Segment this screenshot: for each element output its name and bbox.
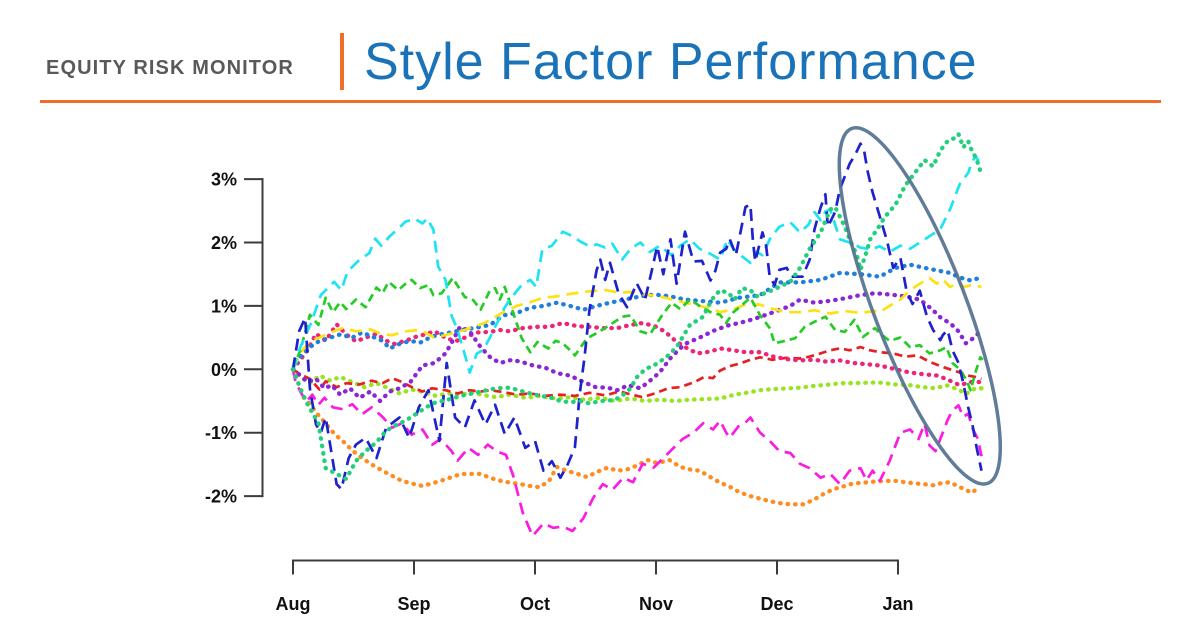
- report-kicker: EQUITY RISK MONITOR: [46, 57, 294, 79]
- series-line-spring-green-dotted: [290, 131, 984, 482]
- x-axis-tick-label: Sep: [397, 594, 430, 614]
- series-line-magenta-dashed: [291, 369, 983, 538]
- series-line-pink-dotted: [290, 320, 984, 388]
- series-line-yellow-green-dotted: [290, 367, 984, 404]
- page-title: Style Factor Performance: [364, 33, 978, 91]
- x-axis-tick-label: Oct: [520, 594, 550, 614]
- y-axis-tick-label: -2%: [205, 487, 237, 507]
- x-axis-tick-label: Jan: [882, 594, 913, 614]
- series-line-dodger-blue-dotted: [290, 262, 984, 372]
- x-axis-tick-label: Nov: [639, 594, 673, 614]
- x-axis-tick-label: Aug: [276, 594, 311, 614]
- header-rule: [40, 100, 1161, 103]
- y-axis-tick-label: -1%: [205, 423, 237, 443]
- y-axis-tick-label: 2%: [211, 233, 237, 253]
- series-line-red-dashed: [292, 345, 982, 399]
- highlight-ellipse-annotation: [837, 126, 1003, 486]
- series-line-purple-dotted: [290, 291, 984, 404]
- series-line-dark-blue-dashed: [291, 142, 983, 491]
- series-line-cyan-dashed: [291, 154, 983, 374]
- y-axis-tick-label: 3%: [211, 170, 237, 190]
- y-axis-tick-label: 0%: [211, 360, 237, 380]
- y-axis-tick-label: 1%: [211, 296, 237, 316]
- x-axis-tick-label: Dec: [760, 594, 793, 614]
- series-line-orange-dotted: [290, 367, 981, 507]
- header-divider: [340, 33, 344, 90]
